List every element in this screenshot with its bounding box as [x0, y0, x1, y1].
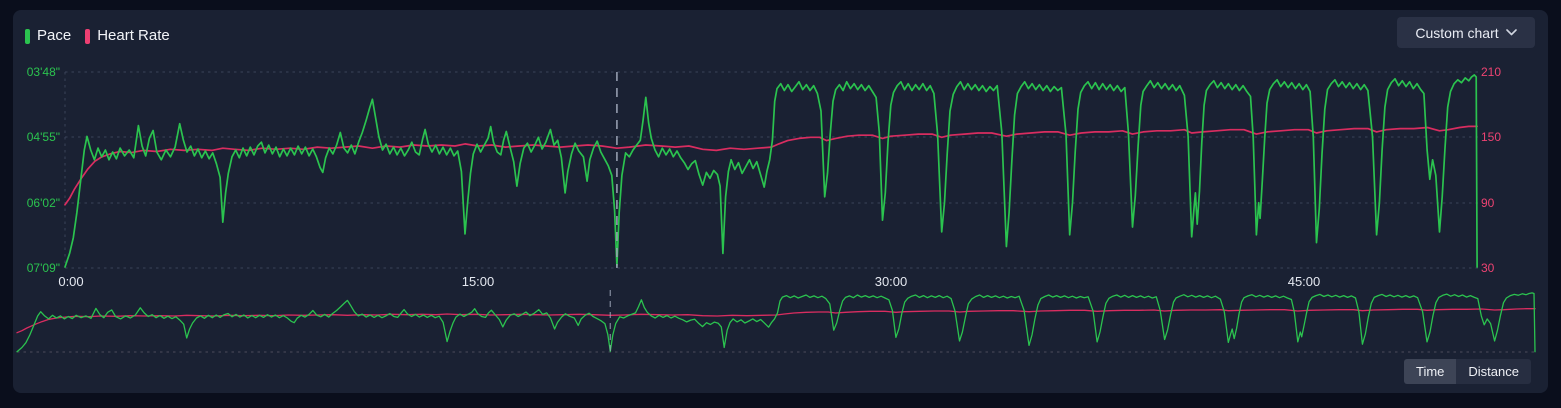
x-axis-tick-30: 30:00: [874, 274, 908, 289]
chart-legend: Pace Heart Rate: [25, 27, 170, 45]
custom-chart-dropdown[interactable]: Custom chart: [1397, 17, 1535, 48]
legend-item-pace: Pace: [25, 27, 71, 45]
pace-swatch-icon: [25, 28, 30, 44]
pace-axis-tick-2: 04'55": [26, 130, 60, 144]
chart-card: [13, 10, 1548, 393]
legend-item-heart-rate: Heart Rate: [85, 27, 170, 45]
pace-axis-tick-3: 06'02": [26, 196, 60, 210]
pace-legend-label: Pace: [37, 27, 72, 44]
x-axis-tick-15: 15:00: [461, 274, 495, 289]
pace-axis-tick-1: 03'48": [26, 65, 60, 79]
hr-axis-tick-1: 210: [1481, 65, 1502, 79]
x-axis-tick-45: 45:00: [1287, 274, 1321, 289]
heart-rate-swatch-icon: [85, 28, 91, 44]
heart-rate-legend-label: Heart Rate: [97, 27, 170, 44]
toggle-time-button[interactable]: Time: [1404, 359, 1457, 384]
hr-axis-tick-4: 30: [1481, 261, 1495, 275]
pace-axis-tick-4: 07'09": [26, 261, 60, 275]
toggle-distance-button[interactable]: Distance: [1456, 359, 1531, 384]
hr-axis-tick-2: 150: [1481, 130, 1502, 144]
time-distance-toggle: Time Distance: [1404, 359, 1531, 384]
chevron-down-icon: [1505, 29, 1517, 36]
custom-chart-label: Custom chart: [1415, 24, 1499, 41]
x-axis-tick-0: 0:00: [58, 274, 84, 289]
hr-axis-tick-3: 90: [1481, 196, 1495, 210]
